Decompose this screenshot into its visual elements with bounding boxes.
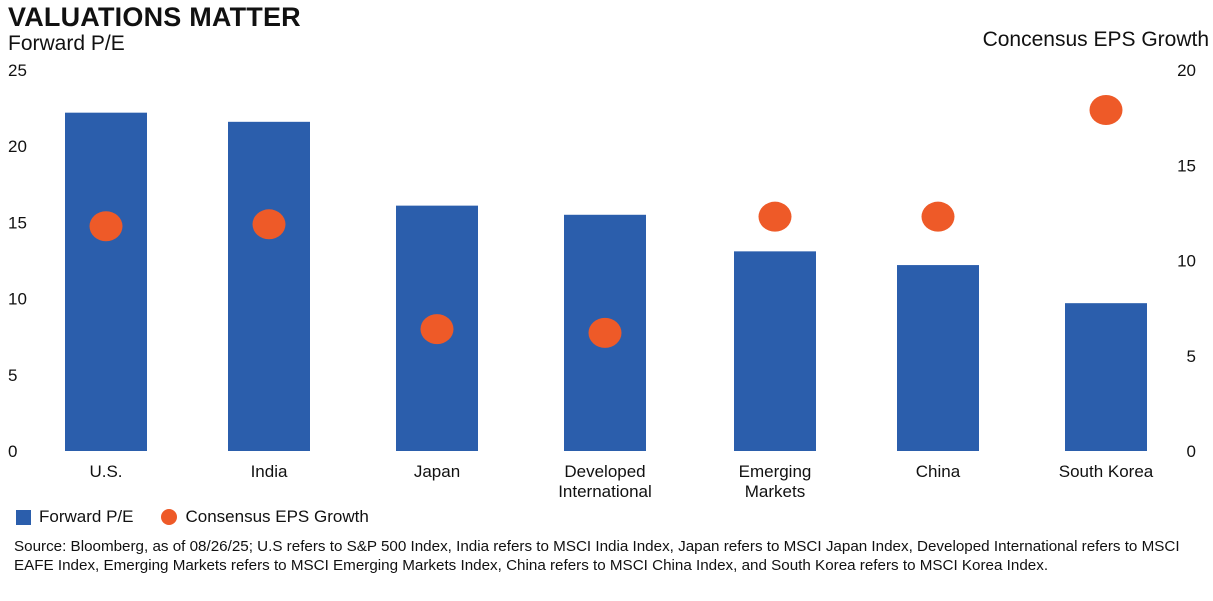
bar	[228, 121, 310, 451]
bar	[1065, 303, 1147, 451]
left-tick-label: 5	[8, 366, 17, 385]
source-note: Source: Bloomberg, as of 08/26/25; U.S r…	[14, 538, 1180, 574]
bar	[65, 112, 147, 451]
eps-dot	[921, 201, 955, 232]
category-label: Japan	[414, 462, 460, 481]
right-tick-label: 20	[1177, 61, 1196, 80]
legend-label-eps-growth: Consensus EPS Growth	[185, 507, 369, 526]
left-axis-title: Forward P/E	[8, 32, 125, 55]
eps-dot	[588, 317, 622, 348]
chart-title: VALUATIONS MATTER	[8, 2, 301, 32]
category-label: China	[916, 462, 961, 481]
right-tick-label: 5	[1187, 347, 1196, 366]
category-label: Developed International	[558, 462, 652, 501]
legend-bar-swatch	[16, 509, 31, 525]
eps-dot	[758, 201, 792, 232]
category-label: Emerging Markets	[739, 462, 812, 501]
left-tick-label: 0	[8, 442, 17, 461]
left-tick-label: 15	[8, 213, 27, 232]
category-label: South Korea	[1059, 462, 1154, 481]
eps-dot	[252, 209, 286, 240]
left-tick-label: 20	[8, 137, 27, 156]
legend-label-forward-pe: Forward P/E	[39, 507, 134, 526]
left-tick-label: 10	[8, 290, 27, 309]
eps-dot	[89, 211, 123, 242]
right-axis-title: Concensus EPS Growth	[982, 28, 1209, 51]
right-tick-label: 10	[1177, 252, 1196, 271]
eps-dot	[420, 314, 454, 345]
category-label: India	[251, 462, 288, 481]
legend-dot-swatch	[161, 509, 178, 525]
eps-dot	[1089, 95, 1123, 126]
category-label: U.S.	[89, 462, 122, 481]
left-tick-label: 25	[8, 61, 27, 80]
chart-plot: 0 5 10 15 20 25 0 5 10 15 20 U.S. India Japan Develope…	[8, 61, 1196, 501]
right-tick-label: 15	[1177, 156, 1196, 175]
legend: Forward P/E Consensus EPS Growth	[16, 507, 369, 527]
bar	[897, 265, 979, 451]
right-tick-label: 0	[1187, 442, 1196, 461]
bar	[734, 251, 816, 451]
